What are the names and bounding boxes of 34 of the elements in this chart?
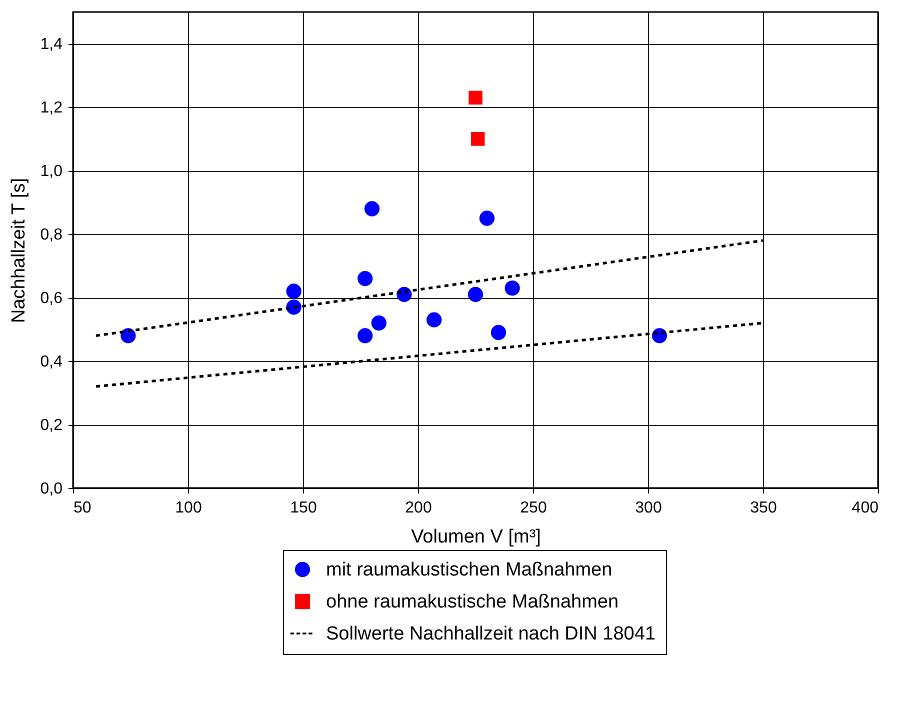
point bbox=[371, 315, 386, 331]
point bbox=[468, 286, 484, 302]
y-tick-label: 1,4 bbox=[40, 36, 63, 54]
point bbox=[286, 284, 302, 299]
legend-label: ohne raumakustische Maßnahmen bbox=[326, 592, 619, 612]
y-tick-label: 0,4 bbox=[40, 354, 63, 371]
x-tick-label: 100 bbox=[175, 500, 202, 516]
legend-label: mit raumakustischen Maßnahmen bbox=[326, 560, 612, 580]
x-tick-label: 350 bbox=[750, 500, 777, 516]
point bbox=[470, 132, 485, 146]
y-tick-label: 1,2 bbox=[40, 100, 63, 117]
point bbox=[358, 328, 373, 344]
point bbox=[120, 328, 136, 344]
legend-label: Sollwerte Nachhallzeit nach DIN 18041 bbox=[326, 624, 656, 644]
point bbox=[426, 312, 442, 328]
point bbox=[364, 201, 380, 216]
x-tick-label: 300 bbox=[635, 500, 662, 516]
point bbox=[504, 280, 520, 296]
y-tick-label: 0,6 bbox=[40, 290, 63, 308]
x-tick-label: 50 bbox=[74, 500, 92, 516]
y-tick-label: 0,0 bbox=[40, 480, 63, 498]
point bbox=[490, 324, 506, 340]
y-tick-label: 0,8 bbox=[40, 226, 63, 244]
point bbox=[468, 90, 482, 105]
x-tick-label: 250 bbox=[520, 500, 547, 516]
y-axis-title: Nachhallzeit T [s] bbox=[8, 178, 30, 324]
y-tick-label: 0,2 bbox=[40, 417, 63, 434]
x-tick-label: 200 bbox=[405, 500, 432, 516]
x-axis-title: Volumen V [m³] bbox=[411, 526, 541, 548]
x-tick-label: 150 bbox=[290, 500, 317, 516]
y-tick-label: 1,0 bbox=[40, 163, 63, 180]
point bbox=[358, 270, 373, 286]
x-tick-label: 400 bbox=[852, 500, 879, 516]
point bbox=[479, 210, 495, 226]
